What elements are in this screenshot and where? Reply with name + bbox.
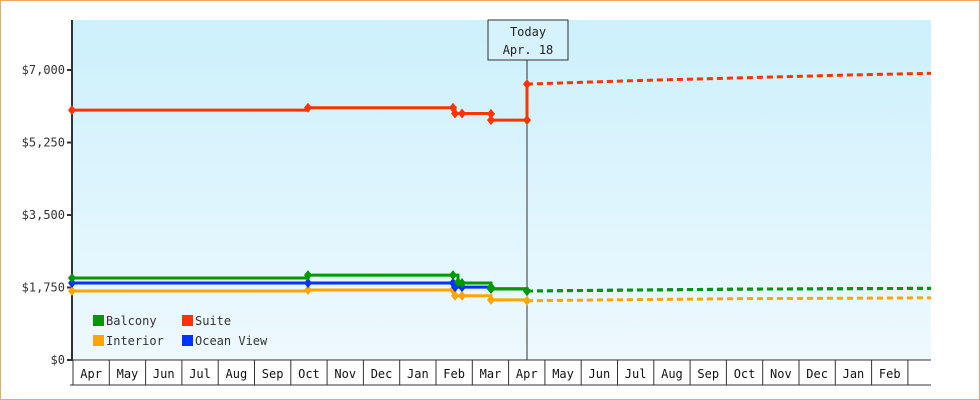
today-date: Apr. 18 bbox=[503, 43, 554, 57]
month-label: Aug bbox=[226, 367, 248, 381]
today-label-box bbox=[487, 19, 569, 61]
forecast-line bbox=[526, 296, 932, 303]
legend-label[interactable]: Balcony bbox=[106, 314, 157, 328]
y-tick-label: $1,750 bbox=[22, 281, 65, 295]
month-label: Jan bbox=[407, 367, 429, 381]
plot-area bbox=[72, 20, 931, 360]
legend-swatch-ocean-view bbox=[182, 335, 193, 346]
month-label: Sep bbox=[697, 367, 719, 381]
data-point[interactable] bbox=[458, 290, 466, 301]
legend-label[interactable]: Ocean View bbox=[195, 334, 268, 348]
legend-label[interactable]: Interior bbox=[106, 334, 164, 348]
month-label: Jul bbox=[625, 367, 647, 381]
month-label: Nov bbox=[770, 367, 792, 381]
month-label: Nov bbox=[334, 367, 356, 381]
data-point[interactable] bbox=[487, 283, 495, 294]
data-point[interactable] bbox=[458, 277, 466, 288]
month-label: May bbox=[552, 367, 574, 381]
month-label: Oct bbox=[298, 367, 320, 381]
data-point[interactable] bbox=[68, 272, 76, 283]
month-label: Apr bbox=[516, 367, 538, 381]
legend-swatch-interior bbox=[93, 335, 104, 346]
series-balcony bbox=[68, 270, 932, 297]
data-point[interactable] bbox=[523, 286, 531, 297]
data-point[interactable] bbox=[523, 79, 531, 90]
data-point[interactable] bbox=[68, 286, 76, 297]
series-suite bbox=[68, 71, 932, 126]
y-axis: $0 $1,750 $3,500 $5,250 $7,000 bbox=[22, 20, 73, 367]
month-label: Jan bbox=[843, 367, 865, 381]
legend-swatch-balcony bbox=[93, 315, 104, 326]
y-tick-label: $7,000 bbox=[22, 63, 65, 77]
data-point[interactable] bbox=[523, 295, 531, 306]
today-label: Today bbox=[510, 25, 546, 39]
month-label: Apr bbox=[80, 367, 102, 381]
month-label: May bbox=[117, 367, 139, 381]
month-label: Sep bbox=[262, 367, 284, 381]
data-point[interactable] bbox=[304, 284, 312, 295]
x-axis: Apr May Jun Jul Aug Sep Oct Nov Dec Jan Feb Mar Apr M… bbox=[70, 359, 931, 386]
data-point[interactable] bbox=[304, 102, 312, 113]
data-point[interactable] bbox=[451, 290, 459, 301]
y-tick-label: $3,500 bbox=[22, 208, 65, 222]
month-label: Jun bbox=[153, 367, 175, 381]
month-label: Aug bbox=[661, 367, 683, 381]
month-label: Oct bbox=[734, 367, 756, 381]
legend-label[interactable]: Suite bbox=[195, 314, 231, 328]
month-label: Mar bbox=[480, 367, 502, 381]
data-point[interactable] bbox=[487, 294, 495, 305]
month-label: Jun bbox=[589, 367, 611, 381]
today-marker: Today Apr. 18 bbox=[487, 19, 569, 360]
month-label: Jul bbox=[189, 367, 211, 381]
legend: Balcony Suite Interior Ocean View bbox=[93, 314, 268, 348]
data-point[interactable] bbox=[304, 277, 312, 288]
legend-swatch-suite bbox=[182, 315, 193, 326]
month-label: Feb bbox=[879, 367, 901, 381]
y-tick-label: $5,250 bbox=[22, 136, 65, 150]
data-point[interactable] bbox=[458, 108, 466, 119]
data-point[interactable] bbox=[487, 115, 495, 126]
data-point[interactable] bbox=[487, 108, 495, 119]
month-label: Dec bbox=[806, 367, 828, 381]
forecast-line bbox=[526, 71, 932, 86]
data-point[interactable] bbox=[68, 105, 76, 116]
data-point[interactable] bbox=[523, 115, 531, 126]
data-point[interactable] bbox=[304, 270, 312, 281]
data-point[interactable] bbox=[451, 108, 459, 119]
forecast-line bbox=[526, 286, 932, 293]
y-tick-label: $0 bbox=[51, 353, 65, 367]
month-label: Dec bbox=[371, 367, 393, 381]
month-label: Feb bbox=[443, 367, 465, 381]
series-lines bbox=[68, 71, 932, 306]
data-point[interactable] bbox=[449, 270, 457, 281]
